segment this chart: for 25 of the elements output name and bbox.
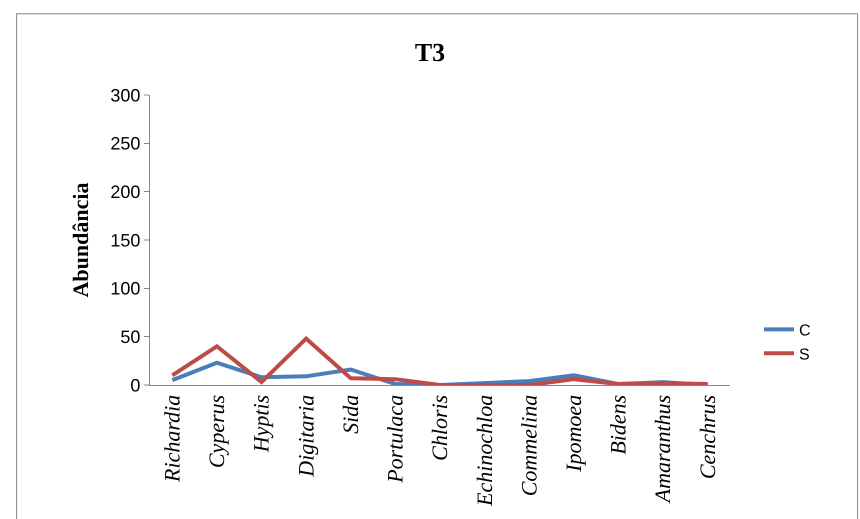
x-tick-label: Digitaria bbox=[293, 394, 318, 478]
x-tick-label: Portulaca bbox=[382, 394, 408, 484]
x-tick-label: Hyptis bbox=[248, 394, 274, 454]
x-tick-label: Chloris bbox=[427, 394, 452, 461]
y-tick-label: 200 bbox=[110, 182, 140, 202]
legend-label: S bbox=[799, 346, 810, 364]
y-tick-label: 50 bbox=[120, 326, 140, 347]
x-tick-label: Bidens bbox=[606, 394, 631, 455]
y-axis-title: Abundância bbox=[68, 182, 94, 298]
x-tick-label: Echinochloa bbox=[472, 394, 497, 508]
x-tick-label: Ipomoea bbox=[561, 394, 586, 473]
x-tick-label: Richardia bbox=[159, 394, 184, 483]
line-series bbox=[170, 336, 710, 385]
chart-title: T3 bbox=[414, 38, 446, 67]
y-tick-label: 150 bbox=[110, 230, 140, 250]
y-tick-label: 0 bbox=[130, 375, 140, 396]
x-tick-label: Commelina bbox=[516, 394, 542, 496]
x-tick-label: Sida bbox=[338, 394, 363, 434]
x-tick-label: Amaranthus bbox=[650, 394, 676, 504]
legend-label: C bbox=[799, 322, 811, 340]
x-tick-label: Cenchrus bbox=[694, 394, 720, 480]
y-tick-label: 100 bbox=[110, 278, 140, 299]
y-tick-label: 250 bbox=[110, 134, 140, 154]
x-tick-label: Cyperus bbox=[204, 394, 230, 468]
y-tick-label: 300 bbox=[110, 85, 140, 106]
